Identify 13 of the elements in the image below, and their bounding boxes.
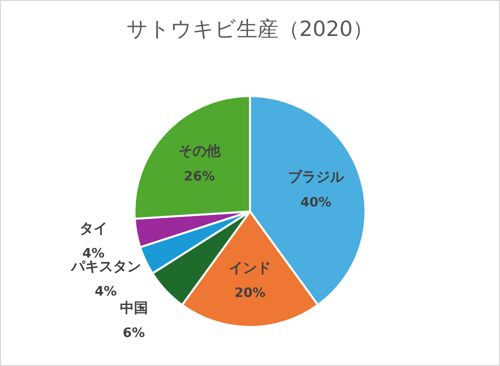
slice-label: タイ — [79, 221, 108, 238]
data-label: 20% — [234, 286, 266, 302]
data-label: 4% — [82, 246, 104, 262]
data-label: 26% — [184, 169, 216, 184]
slice-label: インド — [229, 260, 271, 276]
data-label: 4% — [94, 284, 117, 300]
slice-label: 中国 — [120, 300, 148, 316]
data-label: 40% — [300, 195, 332, 210]
chart-title: サトウキビ生産（2020） — [125, 16, 375, 43]
data-label: 6% — [122, 326, 145, 341]
slice-label: ブラジル — [288, 168, 345, 186]
slice-label: その他 — [178, 144, 222, 160]
slice-label: パキスタン — [70, 259, 141, 276]
